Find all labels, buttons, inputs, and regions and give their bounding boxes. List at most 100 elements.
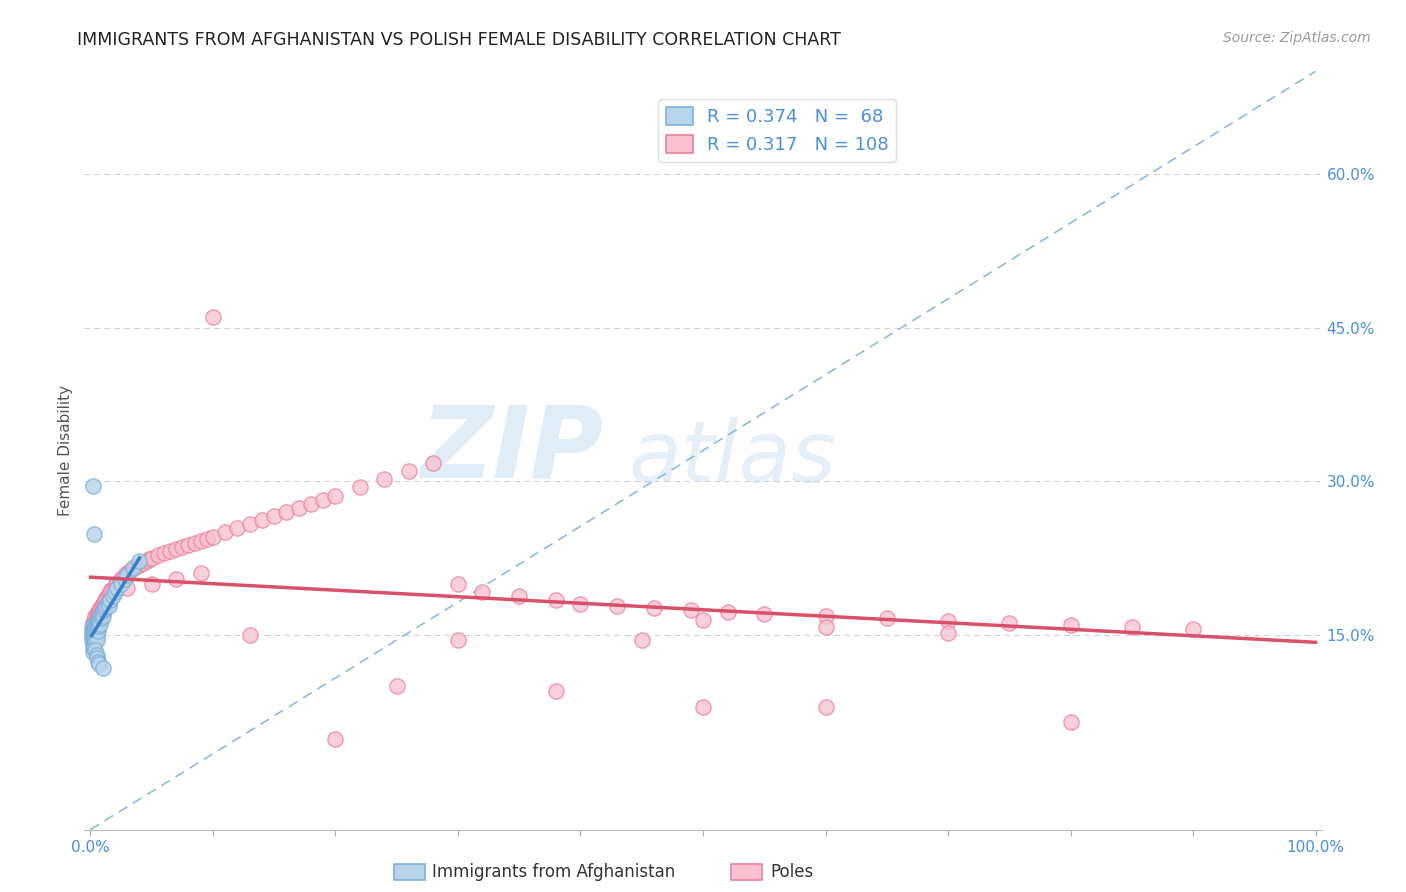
Point	[190, 566, 212, 581]
Point	[90, 607, 112, 622]
Point	[84, 630, 107, 644]
Point	[569, 597, 592, 611]
Point	[146, 548, 169, 562]
Y-axis label: Female Disability: Female Disability	[58, 384, 73, 516]
Point	[87, 620, 110, 634]
Point	[104, 579, 127, 593]
Point	[90, 599, 112, 614]
Point	[121, 562, 143, 576]
Point	[122, 561, 145, 575]
Point	[385, 679, 408, 693]
Point	[82, 635, 104, 649]
Point	[447, 576, 470, 591]
Text: Poles: Poles	[770, 863, 814, 881]
Point	[98, 593, 121, 607]
Point	[86, 618, 108, 632]
Point	[276, 505, 298, 519]
Point	[98, 585, 121, 599]
Point	[153, 546, 176, 560]
Point	[87, 618, 110, 632]
Point	[82, 645, 104, 659]
Point	[1059, 617, 1081, 632]
Point	[84, 627, 107, 641]
Point	[80, 620, 103, 634]
Point	[172, 540, 194, 554]
Point	[159, 544, 181, 558]
Point	[84, 617, 107, 632]
Point	[100, 582, 122, 597]
Point	[84, 623, 107, 637]
Point	[91, 605, 114, 619]
Point	[90, 611, 112, 625]
Point	[643, 601, 665, 615]
Point	[84, 643, 107, 657]
Point	[422, 456, 444, 470]
Point	[91, 603, 114, 617]
Point	[89, 613, 111, 627]
Point	[82, 617, 104, 632]
Point	[97, 587, 120, 601]
Point	[110, 576, 132, 591]
Point	[201, 529, 224, 543]
Point	[128, 554, 150, 568]
Point	[118, 565, 141, 579]
Point	[508, 589, 530, 603]
Point	[97, 589, 120, 603]
Point	[138, 552, 160, 566]
Text: IMMIGRANTS FROM AFGHANISTAN VS POLISH FEMALE DISABILITY CORRELATION CHART: IMMIGRANTS FROM AFGHANISTAN VS POLISH FE…	[77, 31, 841, 49]
Point	[82, 630, 104, 644]
Point	[1059, 714, 1081, 729]
Point	[82, 623, 104, 637]
Point	[83, 527, 105, 541]
Point	[814, 609, 837, 624]
Point	[263, 509, 285, 524]
Point	[128, 558, 150, 573]
Point	[716, 605, 738, 619]
Point	[115, 568, 138, 582]
Point	[83, 638, 105, 652]
Point	[135, 554, 157, 568]
Point	[112, 569, 135, 583]
Point	[86, 622, 108, 636]
Point	[107, 575, 129, 590]
Point	[82, 638, 104, 652]
Point	[108, 574, 131, 588]
Point	[86, 629, 108, 643]
Point	[89, 607, 111, 622]
Point	[239, 628, 262, 642]
Point	[91, 609, 114, 624]
Point	[104, 585, 127, 599]
Point	[177, 538, 200, 552]
Point	[97, 597, 120, 611]
Point	[606, 599, 628, 614]
Text: ZIP: ZIP	[420, 402, 605, 499]
Point	[84, 615, 107, 630]
Point	[86, 614, 108, 628]
Point	[80, 623, 103, 637]
Point	[471, 585, 494, 599]
Point	[83, 641, 105, 656]
Point	[165, 541, 187, 556]
Point	[83, 620, 105, 634]
Point	[398, 464, 420, 478]
Point	[679, 603, 702, 617]
Point	[94, 599, 117, 614]
Point	[83, 632, 105, 646]
Point	[86, 625, 108, 640]
Point	[86, 620, 108, 634]
Point	[94, 601, 117, 615]
Point	[814, 699, 837, 714]
Point	[239, 517, 262, 532]
Point	[96, 591, 118, 605]
Point	[124, 560, 146, 574]
Point	[141, 551, 163, 566]
Point	[107, 581, 129, 595]
Point	[101, 582, 124, 596]
Point	[89, 601, 111, 615]
Point	[692, 699, 714, 714]
Point	[80, 628, 103, 642]
Point	[447, 633, 470, 648]
Point	[250, 513, 273, 527]
Point	[110, 572, 132, 586]
Point	[998, 615, 1021, 630]
